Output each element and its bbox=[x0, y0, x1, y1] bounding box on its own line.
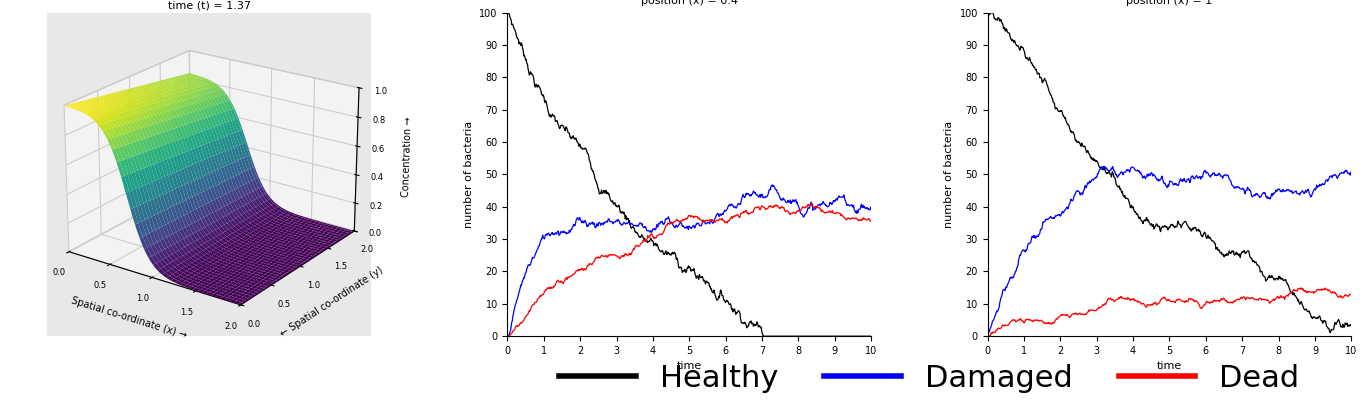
Y-axis label: number of bacteria: number of bacteria bbox=[945, 121, 954, 228]
X-axis label: time: time bbox=[1158, 362, 1182, 372]
Y-axis label: number of bacteria: number of bacteria bbox=[464, 121, 474, 228]
Title: Bacteria under antibiotics with ν = 0.1
time (t) = 1.37: Bacteria under antibiotics with ν = 0.1 … bbox=[101, 0, 317, 10]
Title: Bacteria under antibiotics
position (x) = 1: Bacteria under antibiotics position (x) … bbox=[1097, 0, 1242, 6]
Y-axis label: ← Spatial co-ordinate (y): ← Spatial co-ordinate (y) bbox=[278, 265, 385, 339]
Legend: Healthy, Damaged, Dead: Healthy, Damaged, Dead bbox=[547, 352, 1312, 405]
Title: Bacteria under antibiotics
position (x) = 0.4: Bacteria under antibiotics position (x) … bbox=[617, 0, 762, 6]
X-axis label: time: time bbox=[677, 362, 702, 372]
X-axis label: Spatial co-ordinate (x) →: Spatial co-ordinate (x) → bbox=[70, 295, 188, 341]
